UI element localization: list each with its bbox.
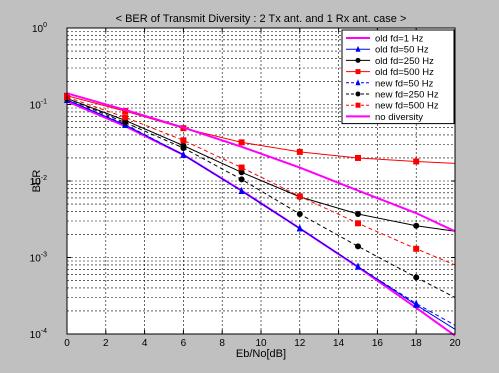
data-point bbox=[413, 245, 420, 252]
data-point bbox=[355, 91, 361, 97]
data-point bbox=[355, 57, 361, 63]
data-point bbox=[238, 187, 245, 195]
data-point bbox=[296, 148, 303, 155]
legend-entry: new fd=500 Hz bbox=[346, 101, 439, 112]
series-line bbox=[66, 97, 456, 232]
series-new-fd-250-hz bbox=[64, 95, 456, 298]
data-point bbox=[122, 114, 129, 121]
legend-entry: old fd=250 Hz bbox=[346, 56, 434, 67]
y-tick-base: 10 bbox=[30, 330, 42, 341]
data-point bbox=[355, 243, 361, 250]
x-tick-label: 0 bbox=[64, 338, 70, 349]
series-no-diversity bbox=[66, 92, 456, 233]
y-axis-label: BER bbox=[31, 170, 43, 193]
legend-label: new fd=50 Hz bbox=[375, 78, 434, 89]
chart-title: < BER of Transmit Diversity : 2 Tx ant. … bbox=[116, 13, 407, 25]
legend-label: old fd=250 Hz bbox=[375, 56, 434, 67]
x-tick-label: 20 bbox=[449, 338, 461, 349]
legend-entry: old fd=500 Hz bbox=[346, 67, 434, 78]
y-tick-label: 10-1 bbox=[30, 99, 47, 112]
data-point bbox=[238, 164, 245, 171]
data-point bbox=[238, 169, 245, 176]
x-tick-label: 8 bbox=[219, 338, 225, 349]
x-tick-label: 10 bbox=[255, 338, 267, 349]
data-point bbox=[238, 176, 245, 183]
legend-label: old fd=1 Hz bbox=[375, 34, 424, 45]
data-point bbox=[355, 220, 361, 227]
x-tick-label: 12 bbox=[294, 338, 306, 349]
x-axis-label: Eb/No[dB] bbox=[236, 348, 286, 360]
series-line bbox=[66, 92, 456, 233]
data-point bbox=[413, 158, 420, 165]
y-tick-exponent: 0 bbox=[43, 22, 47, 29]
y-tick-exponent: -4 bbox=[41, 328, 47, 335]
y-tick-exponent: -2 bbox=[41, 175, 47, 182]
data-point bbox=[296, 211, 303, 218]
data-point bbox=[122, 119, 129, 126]
data-point bbox=[355, 211, 361, 218]
data-point bbox=[355, 69, 361, 75]
legend-entry: new fd=250 Hz bbox=[346, 90, 439, 101]
y-tick-label: 10-2 bbox=[30, 175, 47, 188]
y-tick-exponent: -3 bbox=[41, 252, 47, 259]
series-layer bbox=[64, 92, 456, 337]
data-point bbox=[355, 262, 361, 270]
legend-label: no diversity bbox=[375, 112, 423, 123]
data-point bbox=[180, 150, 187, 158]
data-point bbox=[413, 299, 420, 307]
y-tick-base: 10 bbox=[30, 254, 42, 265]
data-point bbox=[355, 45, 361, 52]
data-point bbox=[238, 139, 245, 146]
y-tick-base: 10 bbox=[32, 24, 44, 35]
data-point bbox=[180, 137, 187, 144]
y-tick-label: 10-3 bbox=[30, 252, 47, 265]
x-axis-ticks: 0 2 4 6 8 10 12 14 16 18 20 bbox=[64, 28, 461, 349]
y-tick-base: 10 bbox=[30, 177, 42, 188]
x-tick-label: 4 bbox=[142, 338, 148, 349]
series-line bbox=[66, 96, 456, 266]
series-new-fd-50-hz bbox=[64, 95, 456, 326]
legend-label: old fd=50 Hz bbox=[375, 45, 429, 56]
data-point bbox=[355, 154, 361, 161]
data-point bbox=[296, 193, 303, 200]
series-line bbox=[66, 99, 456, 326]
legend-entry: old fd=50 Hz bbox=[346, 45, 429, 56]
legend-entry: old fd=1 Hz bbox=[346, 34, 424, 45]
legend-entry: new fd=50 Hz bbox=[346, 78, 434, 89]
data-point bbox=[355, 79, 361, 86]
legend-label: new fd=500 Hz bbox=[375, 101, 439, 112]
x-tick-label: 18 bbox=[411, 338, 423, 349]
legend-label: new fd=250 Hz bbox=[375, 90, 439, 101]
data-point bbox=[355, 102, 361, 108]
y-tick-label: 100 bbox=[32, 22, 47, 35]
legend-entry: no diversity bbox=[346, 112, 423, 123]
series-line bbox=[66, 97, 456, 298]
x-tick-label: 6 bbox=[181, 338, 187, 349]
data-point bbox=[413, 222, 420, 229]
data-point bbox=[122, 108, 129, 115]
x-tick-label: 2 bbox=[103, 338, 109, 349]
legend-box bbox=[341, 29, 455, 125]
data-point bbox=[413, 274, 420, 281]
y-tick-base: 10 bbox=[30, 101, 42, 112]
x-tick-label: 16 bbox=[372, 338, 384, 349]
series-line bbox=[66, 95, 456, 164]
x-tick-label: 14 bbox=[333, 338, 345, 349]
y-tick-label: 10-4 bbox=[30, 328, 47, 341]
data-point bbox=[296, 224, 303, 232]
y-tick-exponent: -1 bbox=[41, 99, 47, 106]
data-point bbox=[180, 145, 187, 152]
legend-label: old fd=500 Hz bbox=[375, 67, 434, 78]
